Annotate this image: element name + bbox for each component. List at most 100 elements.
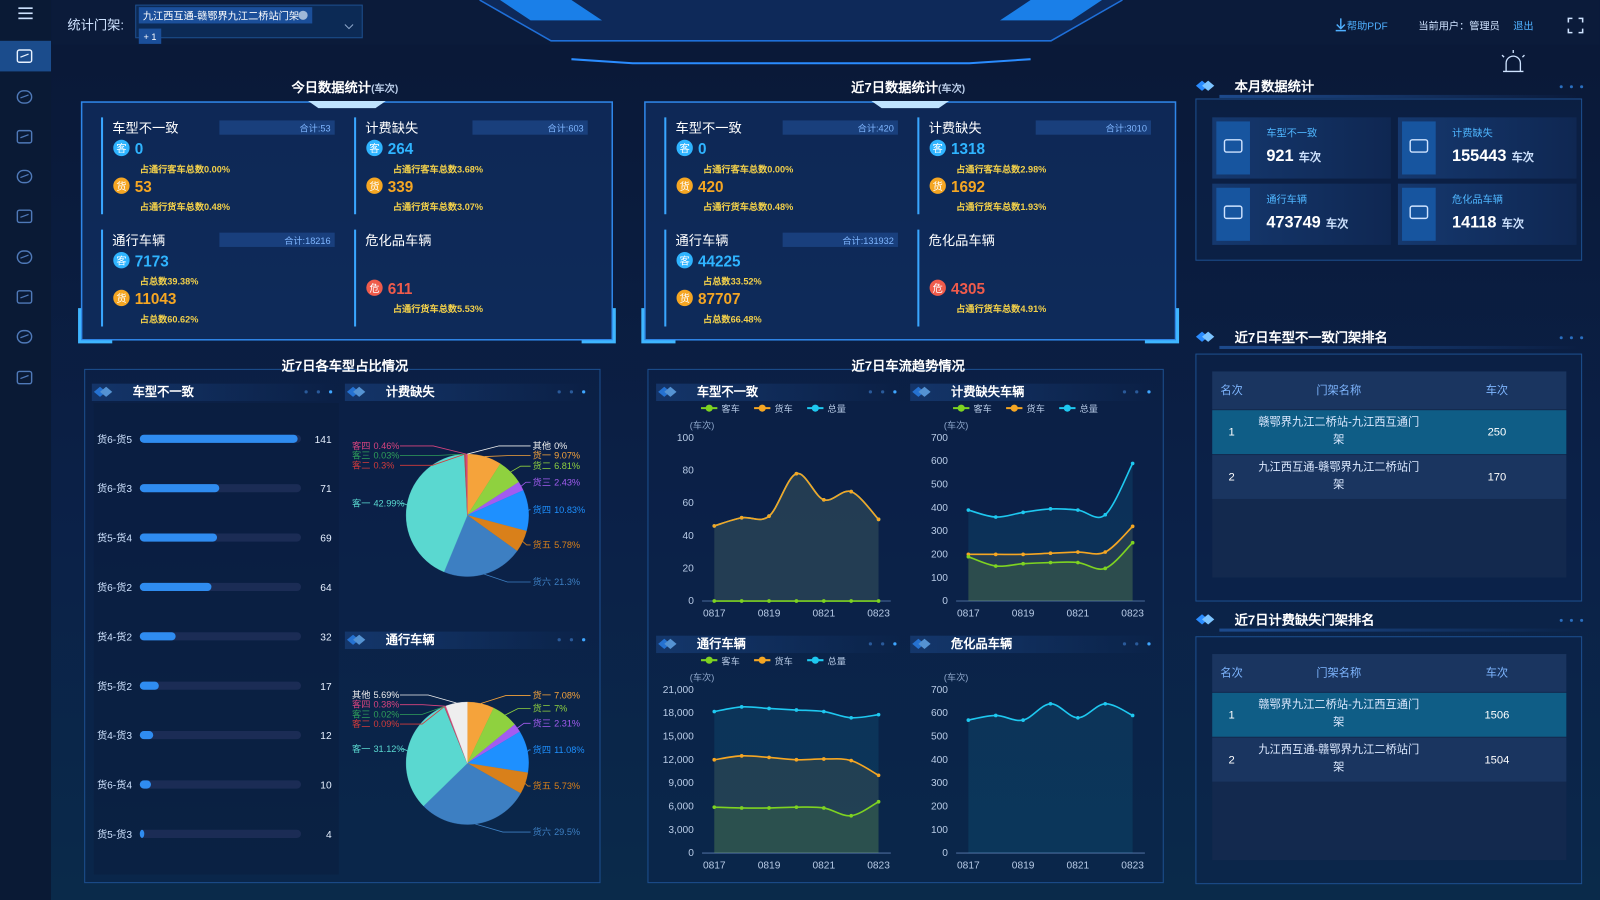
stat-value: 11043 — [135, 291, 177, 308]
line-point — [1021, 561, 1025, 566]
pie-slice — [406, 706, 468, 807]
label-part: 2.43% — [554, 477, 580, 487]
badge — [366, 139, 383, 157]
title-band — [1219, 628, 1582, 632]
month-icon-bg — [1402, 187, 1436, 241]
badge-text: 客 — [933, 142, 943, 155]
pie-leader — [399, 706, 445, 725]
stat-note: 占通行货车总数0.48% — [703, 201, 793, 212]
title-dot — [893, 642, 897, 646]
bar-label: 货6-货2 — [97, 581, 132, 594]
label-part: 客二 — [352, 459, 370, 470]
help-link[interactable]: 帮助PDF — [1347, 20, 1388, 33]
fullscreen-icon[interactable] — [1567, 17, 1584, 34]
nav-icon-shape — [20, 254, 29, 259]
label-part: 11.08% — [554, 745, 584, 755]
stat-value: 339 — [388, 179, 414, 196]
stat-note: 占总数66.48% — [703, 313, 762, 324]
chart-title: 通行车辆 — [386, 632, 435, 647]
bar — [139, 780, 151, 789]
label-part: 2.31% — [554, 718, 580, 728]
stat-value: 420 — [698, 179, 724, 196]
badge — [929, 177, 946, 194]
y-tick-label: 100 — [677, 433, 694, 444]
block-title: 计费缺失 — [365, 121, 418, 136]
legend-label: 客车 — [721, 403, 739, 414]
x-tick-label: 0821 — [1067, 608, 1090, 619]
x-tick-label: 0819 — [1012, 860, 1035, 871]
title-diamond — [1202, 80, 1215, 91]
y-tick-label: 100 — [931, 573, 948, 584]
pie-label: 货五 5.78% — [533, 539, 580, 550]
title-dot — [1147, 390, 1151, 394]
x-tick-label: 0823 — [1121, 860, 1144, 871]
ranking-header — [1212, 371, 1567, 410]
nav-icon[interactable] — [16, 129, 33, 144]
badge-text: 客 — [680, 254, 690, 267]
ranking-row — [1212, 410, 1567, 455]
total-box — [472, 120, 588, 135]
nav-icon[interactable] — [16, 209, 33, 224]
nav-icon[interactable] — [16, 250, 33, 264]
bar-value: 12 — [320, 731, 332, 742]
y-tick-label: 500 — [931, 731, 948, 742]
pie-label: 客四 0.38% — [352, 699, 399, 710]
ranking-name: 赣鄂界九江二桥站-九江西互通门架 — [1258, 698, 1420, 729]
nav-icon[interactable] — [16, 370, 33, 385]
line-point — [1021, 552, 1025, 557]
nav-icon[interactable] — [16, 290, 33, 304]
label-part: 货六 — [533, 826, 551, 837]
y-tick-label: 400 — [931, 755, 948, 766]
nav-icon[interactable] — [16, 169, 33, 184]
x-tick-label: 0819 — [758, 608, 781, 619]
stat-note: 占通行货车总数3.07% — [393, 201, 483, 212]
bar-label: 货6-货5 — [97, 433, 132, 446]
trend-panel — [647, 368, 1164, 884]
logout-link[interactable]: 退出 — [1513, 20, 1533, 33]
line-point — [1130, 540, 1135, 545]
ranking-name-box: 赣鄂界九江二桥站-九江西互通门架 — [1258, 416, 1419, 446]
month-value: 155443 车次 — [1452, 147, 1535, 165]
pie-label: 货三 2.43% — [533, 476, 580, 487]
pie-label: 货六 21.3% — [533, 576, 580, 587]
pie-leader — [527, 749, 531, 752]
nav-icon[interactable] — [16, 329, 33, 344]
block-title: 计费缺失 — [929, 121, 982, 136]
block-title: 危化品车辆 — [365, 232, 431, 248]
bar — [139, 681, 159, 690]
x-tick-label: 0817 — [957, 860, 980, 871]
label-part: 3010 — [1127, 124, 1147, 134]
legend-dot — [705, 404, 713, 412]
title-dot — [557, 638, 561, 642]
stat-note: 占总数33.52% — [703, 276, 762, 287]
y-tick-label: 6,000 — [668, 801, 694, 812]
line-point — [876, 773, 881, 778]
chip-close[interactable] — [298, 10, 308, 20]
bar-label: 货4-货3 — [97, 729, 132, 742]
month-icon — [1409, 205, 1429, 220]
label-part: 管理员 — [1469, 20, 1500, 33]
nav-icon[interactable] — [16, 49, 33, 63]
block-total: 合计:603 — [547, 123, 583, 134]
ranking-rank: 1 — [1228, 709, 1234, 721]
stat-note: 占通行货车总数4.91% — [956, 303, 1046, 314]
legend-dot — [811, 404, 819, 412]
alarm-icon[interactable] — [1501, 49, 1525, 73]
title-dot — [868, 390, 873, 394]
subtitle-band — [344, 383, 590, 402]
y-tick-label: 0 — [688, 596, 694, 607]
label-part: 货三 — [533, 717, 551, 728]
line-point — [712, 757, 717, 762]
label-part: 603 — [568, 124, 583, 134]
pie-leader — [399, 704, 446, 707]
pie-leader — [522, 541, 531, 546]
nav-icon[interactable] — [16, 90, 33, 104]
bar — [139, 829, 145, 838]
y-tick-label: 3,000 — [668, 825, 694, 836]
pie-leader — [399, 503, 408, 506]
panel-corner — [581, 308, 616, 344]
legend-dot — [758, 656, 766, 664]
badge — [366, 279, 383, 296]
